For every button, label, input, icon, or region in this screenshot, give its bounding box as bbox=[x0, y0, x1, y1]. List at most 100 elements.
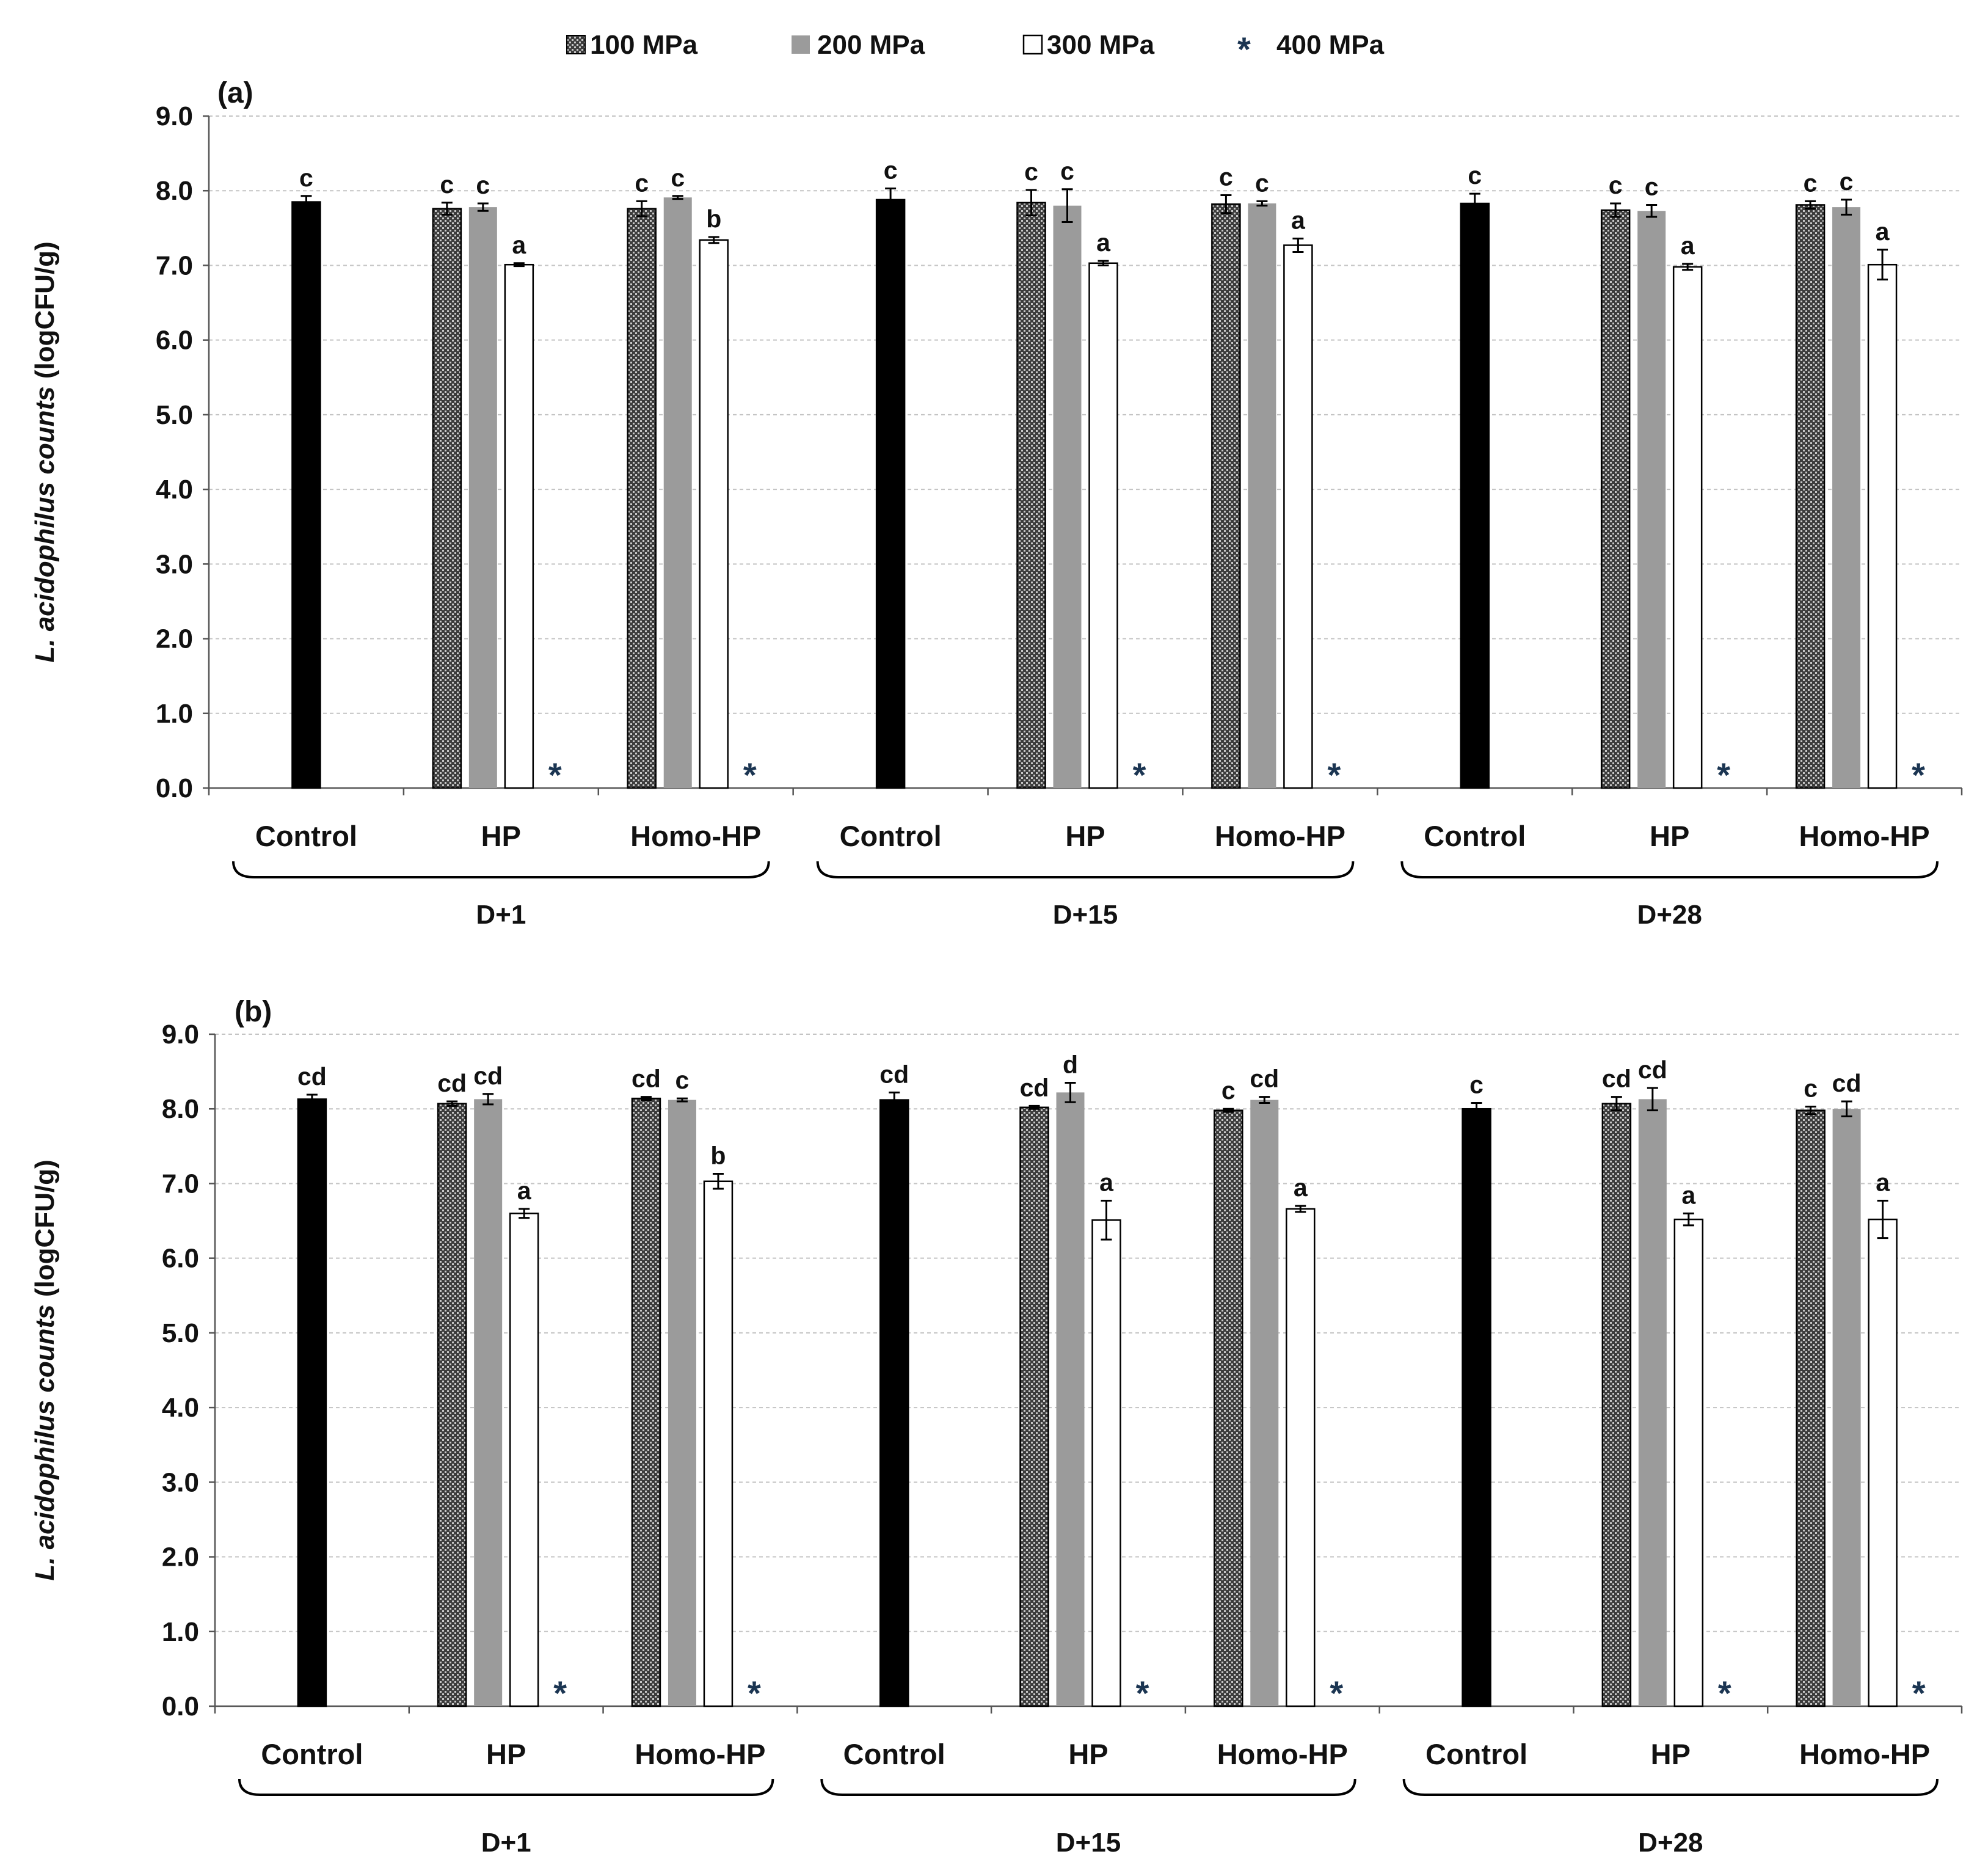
category-label: Control bbox=[261, 1738, 363, 1770]
bar-200mpa bbox=[468, 207, 497, 789]
significance-letter: c bbox=[440, 170, 454, 199]
significance-letter: a bbox=[1294, 1173, 1308, 1202]
day-label: D+15 bbox=[1056, 1828, 1121, 1858]
y-tick-label: 7.0 bbox=[156, 250, 193, 280]
y-tick-label: 9.0 bbox=[162, 1020, 199, 1049]
category-label: Control bbox=[840, 820, 942, 852]
significance-letter: c bbox=[1255, 169, 1269, 197]
legend: 100 MPa 200 MPa 300 MPa * 400 MPa bbox=[566, 30, 1385, 68]
category-label: HP bbox=[481, 820, 521, 852]
bar-200mpa bbox=[1056, 1092, 1085, 1706]
significance-letter: c bbox=[1840, 167, 1854, 195]
significance-letter: b bbox=[706, 205, 721, 233]
bar-300mpa bbox=[1088, 262, 1118, 789]
bar-100mpa bbox=[631, 1097, 661, 1707]
significance-letter: c bbox=[1804, 169, 1818, 197]
star-400mpa-marker: * bbox=[748, 1674, 761, 1712]
category-label: HP bbox=[486, 1738, 526, 1770]
significance-letter: c bbox=[1468, 161, 1482, 189]
significance-letter: cd bbox=[1638, 1056, 1667, 1084]
significance-letter: a bbox=[512, 231, 526, 259]
y-tick-label: 1.0 bbox=[156, 699, 193, 729]
panel-label: (b) bbox=[235, 996, 272, 1028]
legend-label-200mpa: 200 MPa bbox=[817, 30, 925, 60]
significance-letter: c bbox=[1645, 172, 1659, 200]
star-400mpa-marker: * bbox=[1717, 756, 1730, 794]
bar-200mpa bbox=[1250, 1100, 1279, 1706]
day-brace bbox=[816, 861, 1355, 878]
category-label: Homo-HP bbox=[1799, 820, 1930, 852]
significance-letter: a bbox=[1291, 206, 1306, 234]
day-label: D+28 bbox=[1638, 1828, 1703, 1858]
significance-letter: c bbox=[1469, 1070, 1484, 1098]
significance-letter: a bbox=[517, 1177, 532, 1205]
legend-star-icon: * bbox=[1237, 30, 1251, 68]
y-tick-label: 5.0 bbox=[156, 400, 193, 430]
significance-letter: d bbox=[1063, 1050, 1078, 1078]
star-400mpa-marker: * bbox=[743, 756, 757, 794]
day-label: D+1 bbox=[476, 900, 526, 930]
significance-letter: a bbox=[1096, 228, 1111, 257]
y-axis-label-italic: L. acidophilus counts bbox=[30, 1297, 60, 1580]
y-tick-label: 5.0 bbox=[162, 1318, 199, 1348]
bar-100mpa bbox=[1796, 1109, 1826, 1707]
significance-letter: b bbox=[710, 1142, 726, 1170]
bar-200mpa bbox=[663, 197, 692, 788]
legend-swatch-100mpa bbox=[566, 35, 586, 54]
category-label: HP bbox=[1068, 1738, 1108, 1770]
bar-200mpa bbox=[1832, 1109, 1861, 1706]
bar-100mpa bbox=[1016, 202, 1046, 789]
y-axis-label: L. acidophilus counts (logCFU/g) bbox=[30, 241, 60, 662]
chart-panel-b: 0.0 1.0 2.0 3.0 4.0 5.0 6.0 7.0 8.0 9.0 (b) L. acid… bbox=[30, 996, 1963, 1858]
significance-letter: cd bbox=[297, 1062, 327, 1090]
bar-300mpa bbox=[699, 239, 729, 789]
legend-swatch-200mpa bbox=[792, 35, 810, 54]
significance-letter: cd bbox=[1602, 1065, 1631, 1093]
category-label: Control bbox=[843, 1738, 945, 1770]
significance-letter: a bbox=[1681, 1181, 1696, 1209]
y-tick-label: 8.0 bbox=[162, 1094, 199, 1124]
bar-control bbox=[1462, 1108, 1491, 1707]
legend-item-100mpa: 100 MPa bbox=[566, 30, 698, 60]
y-tick-label: 6.0 bbox=[162, 1244, 199, 1274]
significance-letter: cd bbox=[437, 1069, 467, 1097]
y-tick-label: 6.0 bbox=[156, 326, 193, 356]
significance-letter: c bbox=[1219, 163, 1233, 191]
y-tick-label: 9.0 bbox=[156, 101, 193, 131]
significance-letter: c bbox=[1804, 1075, 1818, 1103]
bar-200mpa bbox=[668, 1100, 696, 1706]
significance-letter: a bbox=[1681, 232, 1695, 260]
star-400mpa-marker: * bbox=[1330, 1674, 1343, 1712]
star-400mpa-marker: * bbox=[548, 756, 562, 794]
day-brace bbox=[1400, 861, 1939, 878]
y-tick-label: 2.0 bbox=[156, 624, 193, 654]
category-label: Control bbox=[1425, 1738, 1527, 1770]
bar-200mpa bbox=[474, 1099, 503, 1706]
category-label: Homo-HP bbox=[630, 820, 761, 852]
chart-panel-a: 0.0 1.0 2.0 3.0 4.0 5.0 6.0 7.0 8.0 9.0 (a) L. acid… bbox=[30, 77, 1963, 930]
significance-letter: c bbox=[635, 169, 649, 197]
category-label: HP bbox=[1650, 820, 1689, 852]
day-brace bbox=[820, 1778, 1356, 1796]
day-label: D+15 bbox=[1053, 900, 1118, 930]
bar-100mpa bbox=[1795, 204, 1826, 789]
bar-200mpa bbox=[1832, 207, 1861, 789]
star-400mpa-marker: * bbox=[1327, 756, 1341, 794]
bar-control bbox=[879, 1099, 909, 1707]
significance-letter: a bbox=[1099, 1169, 1114, 1197]
y-tick-label: 0.0 bbox=[156, 773, 193, 803]
bar-300mpa bbox=[1283, 244, 1313, 789]
legend-item-400mpa: * 400 MPa bbox=[1237, 30, 1385, 68]
significance-letter: c bbox=[1609, 171, 1623, 199]
legend-label-300mpa: 300 MPa bbox=[1047, 30, 1155, 60]
category-label: Control bbox=[1424, 820, 1526, 852]
bar-300mpa bbox=[1867, 263, 1898, 789]
bar-100mpa bbox=[437, 1103, 467, 1707]
y-tick-label: 8.0 bbox=[156, 176, 193, 206]
star-400mpa-marker: * bbox=[553, 1674, 567, 1712]
significance-letter: c bbox=[1221, 1076, 1236, 1104]
category-label: HP bbox=[1651, 1738, 1691, 1770]
y-tick-label: 7.0 bbox=[162, 1169, 199, 1199]
bar-300mpa bbox=[1286, 1208, 1316, 1707]
